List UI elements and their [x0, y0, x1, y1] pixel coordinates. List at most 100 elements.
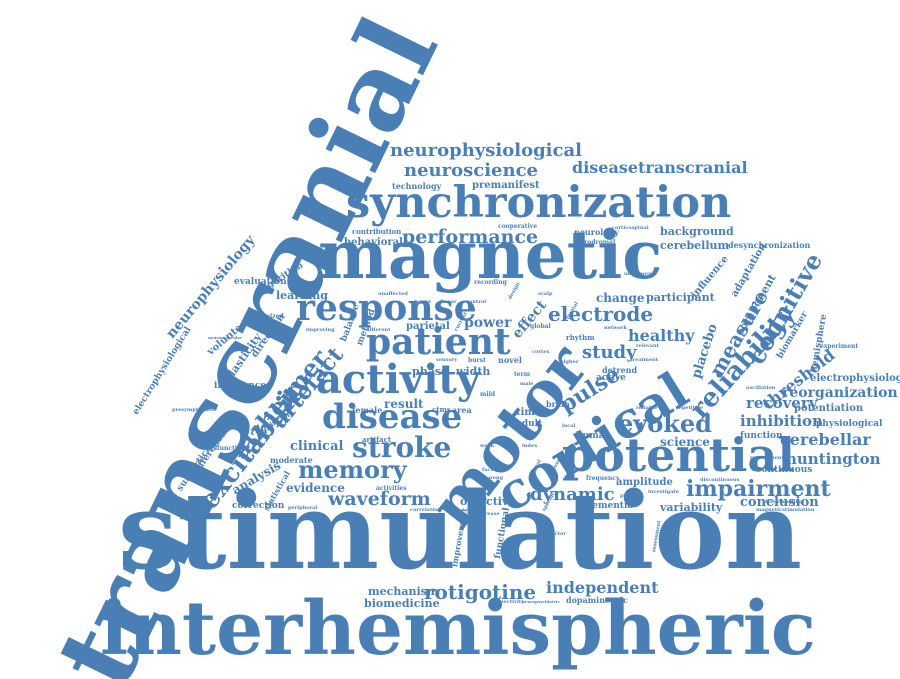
- word-independent: independent: [546, 580, 658, 596]
- word-brain: brain: [546, 400, 570, 408]
- word-reliable: reliable: [636, 406, 657, 411]
- word-participant: participant: [646, 292, 715, 303]
- word-cerebellar: cerebellar: [780, 432, 871, 448]
- word-week: week: [480, 444, 494, 449]
- word-factor: factor: [482, 468, 499, 473]
- word-inhibition: inhibition: [740, 414, 823, 429]
- word-result: result: [384, 398, 424, 410]
- word-network: network: [604, 326, 627, 331]
- word-neurophysiological: neurophysiological: [390, 142, 582, 160]
- word-healthy: healthy: [628, 328, 695, 344]
- word-cooperative: cooperative: [498, 224, 537, 230]
- word-amplitude: amplitude: [616, 478, 673, 488]
- word-connectivity: connectivity: [490, 600, 524, 605]
- word-active: active: [596, 374, 626, 383]
- word-power: power: [464, 316, 511, 330]
- word-experiment: experiment: [820, 344, 858, 350]
- word-index: index: [522, 444, 537, 449]
- word-target: target: [414, 300, 431, 305]
- word-male: male: [520, 382, 534, 387]
- word-prodromal: prodromal: [580, 240, 615, 246]
- word-continuous: continuous: [756, 466, 812, 475]
- word-behavioral: behavioral: [344, 238, 403, 248]
- word-presymptomatic: presymptomatic: [172, 408, 217, 413]
- word-scalp: scalp: [538, 292, 553, 297]
- word-magneticstimulation: magneticstimulation: [756, 508, 814, 513]
- word-time: time: [516, 408, 541, 418]
- word-contribution: contribution: [352, 228, 401, 235]
- word-electrophysiology: electrophysiology: [810, 374, 900, 384]
- word-performance: performance: [402, 228, 538, 247]
- word-activities: activities: [376, 486, 407, 492]
- word-desynchronization: desynchronization: [728, 241, 810, 249]
- word-background: background: [660, 226, 734, 237]
- word-linear: linear: [440, 300, 457, 305]
- word-higher: higher: [560, 360, 578, 365]
- word-cerebellum: cerebellum: [660, 240, 729, 251]
- word-rhythm: rhythm: [566, 334, 595, 341]
- word-term: term: [514, 372, 530, 378]
- word-change: change: [596, 292, 645, 304]
- word-neuroscience: neuroscience: [404, 162, 538, 180]
- word-control: control: [466, 300, 486, 305]
- word-repetitive: repetitive: [676, 406, 703, 411]
- word-neuropsychiatric: neuropsychiatric: [522, 600, 560, 604]
- word-potentiation: potentiation: [794, 404, 863, 414]
- word-global: global: [530, 324, 551, 330]
- word-mild: mild: [480, 392, 495, 398]
- word-area: area: [452, 406, 472, 414]
- word-artifact: artifact: [362, 436, 391, 443]
- word-dementia: dementia: [586, 502, 633, 511]
- word-sensory: sensory: [436, 358, 457, 363]
- word-diseasetranscranial: diseasetranscranial: [572, 160, 748, 176]
- word-predictor: predictor: [540, 532, 566, 537]
- word-electrode: electrode: [548, 304, 653, 324]
- word-young: young: [486, 476, 503, 481]
- word-phase: phase: [412, 366, 448, 377]
- word-reorganization: reorganization: [782, 386, 898, 400]
- word-ctms: ctms: [432, 406, 451, 413]
- word-science: science: [660, 436, 710, 448]
- word-dopaminergic: dopaminergic: [566, 596, 628, 604]
- word-increase: increase: [476, 512, 500, 517]
- word-memory: memory: [298, 458, 407, 482]
- word-detrend: detrend: [602, 366, 637, 374]
- word-discontinuous: discontinuous: [700, 478, 740, 483]
- word-cortex: cortex: [532, 350, 550, 355]
- word-biomedicine: biomedicine: [364, 598, 440, 609]
- word-adult: adult: [516, 420, 542, 429]
- word-recording: recording: [474, 280, 507, 286]
- word-parietal: parietal: [406, 322, 450, 332]
- word-width: width: [456, 366, 490, 377]
- word-correction: correction: [232, 502, 284, 511]
- word-peripheral: peripheral: [288, 506, 317, 511]
- word-correlation: correlation: [410, 508, 441, 513]
- word-relevant: relevant: [636, 344, 659, 349]
- word-neuromuscular: neuromuscular: [208, 336, 242, 340]
- word-technology: technology: [392, 182, 441, 190]
- word-dysfunction: dysfunction: [206, 446, 245, 452]
- word-moderate: moderate: [270, 456, 313, 464]
- word-evidence: evidence: [286, 482, 345, 494]
- word-study: study: [582, 344, 637, 362]
- word-corticospinal: corticospinal: [612, 226, 649, 231]
- word-frequency: frequency: [586, 476, 619, 482]
- word-burst: burst: [468, 358, 486, 364]
- word-randomized: randomized: [244, 314, 284, 320]
- word-female: female: [352, 406, 382, 414]
- word-underwent: underwent: [624, 272, 654, 277]
- word-different: different: [366, 328, 390, 333]
- word-treatment: treatment: [630, 358, 658, 363]
- word-novel: novel: [498, 356, 522, 364]
- word-local: local: [562, 424, 575, 429]
- word-imbalance: imbalance: [214, 382, 266, 391]
- word-oscillation: oscillation: [746, 386, 775, 391]
- word-investigate: investigate: [648, 490, 679, 495]
- word-learning: learning: [276, 290, 328, 301]
- word-variability: variability: [660, 502, 722, 513]
- word-disentangling: disentangling: [764, 500, 803, 505]
- word-predict: predict: [620, 494, 640, 499]
- word-unaffected: unaffected: [378, 292, 408, 297]
- word-function: function: [740, 432, 783, 441]
